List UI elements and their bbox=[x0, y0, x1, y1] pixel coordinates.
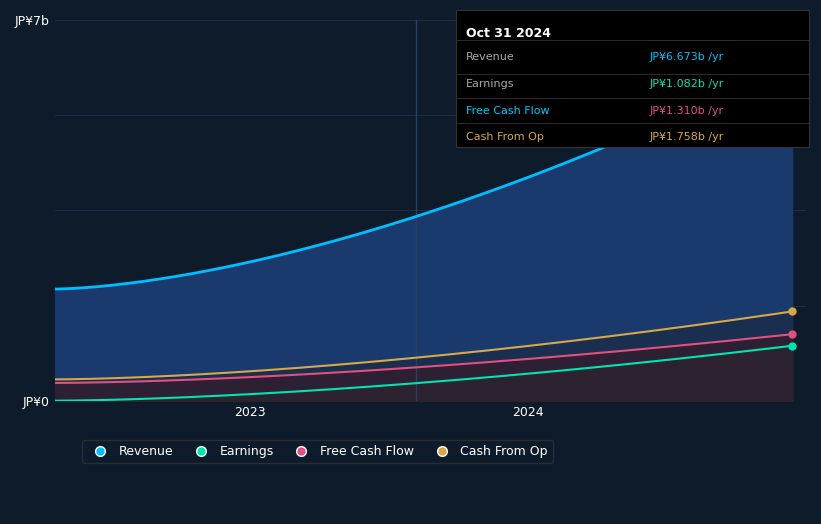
Text: Oct 31 2024: Oct 31 2024 bbox=[466, 27, 551, 40]
Text: JP¥1.082b /yr: JP¥1.082b /yr bbox=[650, 79, 724, 89]
Text: Past d: Past d bbox=[745, 47, 784, 60]
Text: Earnings: Earnings bbox=[466, 79, 515, 89]
Text: JP¥1.758b /yr: JP¥1.758b /yr bbox=[650, 132, 724, 141]
Text: Cash From Op: Cash From Op bbox=[466, 132, 544, 141]
Text: JP¥6.673b /yr: JP¥6.673b /yr bbox=[650, 52, 724, 62]
Text: JP¥1.310b /yr: JP¥1.310b /yr bbox=[650, 106, 724, 116]
Text: Free Cash Flow: Free Cash Flow bbox=[466, 106, 550, 116]
Legend: Revenue, Earnings, Free Cash Flow, Cash From Op: Revenue, Earnings, Free Cash Flow, Cash … bbox=[82, 440, 553, 463]
Text: Revenue: Revenue bbox=[466, 52, 515, 62]
